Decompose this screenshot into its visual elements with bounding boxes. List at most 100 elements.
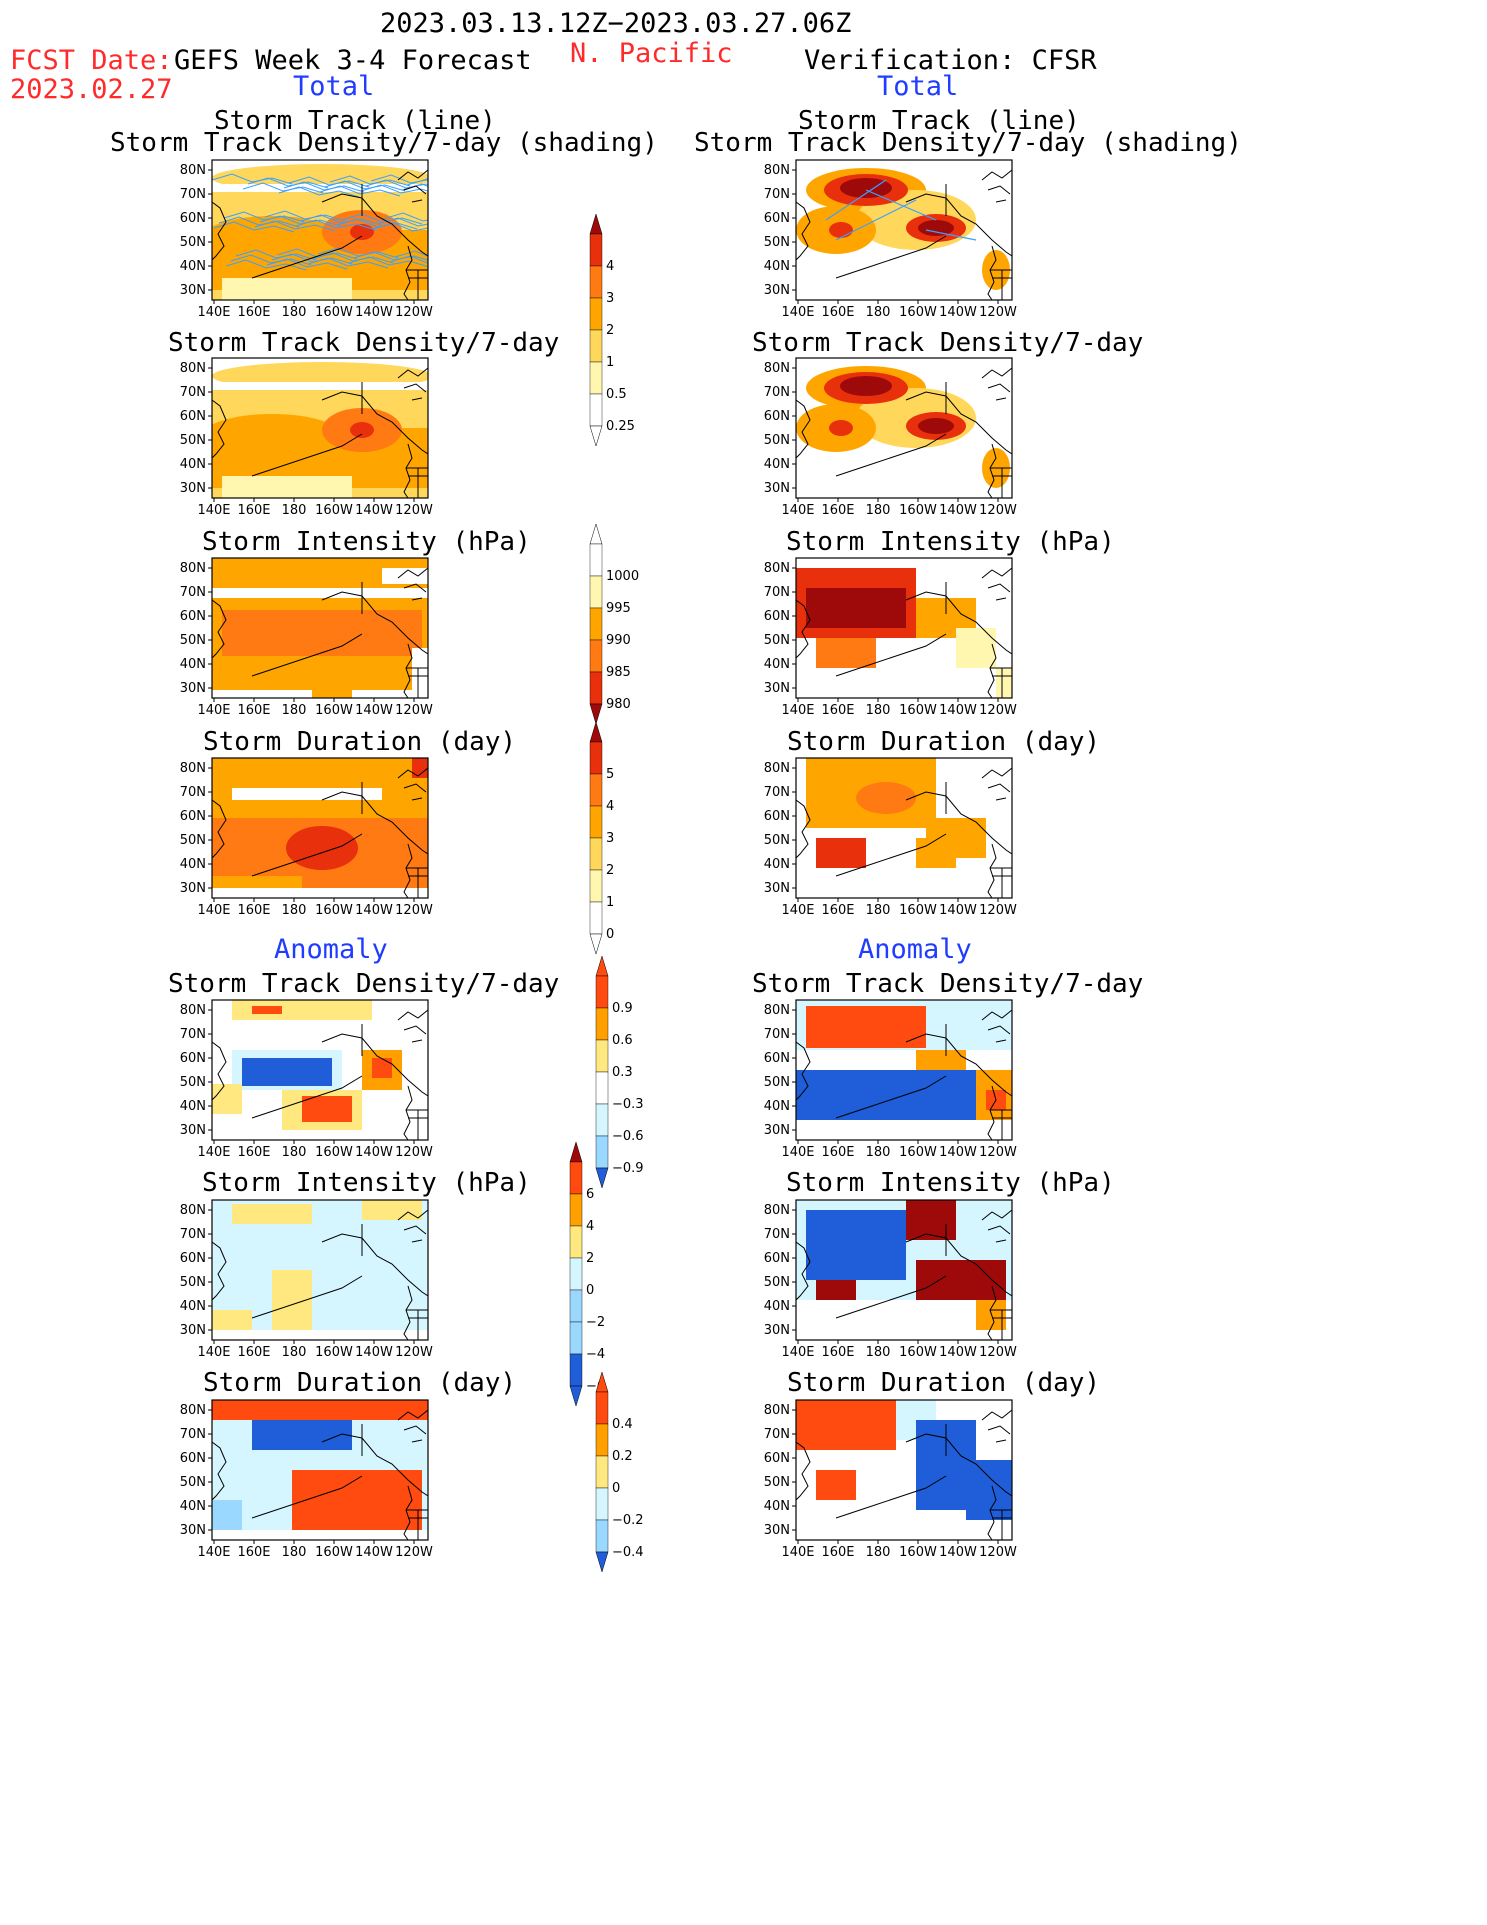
shading-cell (916, 1260, 1006, 1300)
coastline (321, 1433, 428, 1497)
map-frame (211, 1399, 429, 1541)
lon-tick-label: 180 (866, 503, 891, 518)
coastline (835, 1275, 947, 1319)
lon-tick-label: 140W (355, 1545, 393, 1560)
lon-tick-label: 180 (866, 703, 891, 718)
colorbar-segment (589, 575, 603, 609)
lat-tick-label: 60N (764, 1451, 790, 1466)
colorbar-segment (569, 1257, 583, 1291)
shading-cell (806, 1006, 926, 1048)
map-frame (211, 757, 429, 899)
colorbar-segment (589, 233, 603, 267)
colorbar-label: 0.9 (612, 1001, 633, 1016)
lon-tick-label: 120W (395, 1345, 433, 1360)
colorbar-segment (589, 607, 603, 641)
shading-cell (956, 628, 996, 668)
title-intensity-left: Storm Intensity (hPa) (202, 527, 531, 557)
coastline (397, 1409, 428, 1443)
lon-tick-label: 140E (781, 305, 814, 320)
lat-tick-label: 60N (180, 1251, 206, 1266)
lat-tick-label: 40N (180, 1099, 206, 1114)
coastline (796, 1441, 811, 1501)
coastline (945, 1024, 1012, 1140)
lon-tick-label: 160W (899, 703, 937, 718)
coastline (835, 833, 947, 877)
coastline (251, 833, 363, 877)
lat-tick-label: 30N (764, 1123, 790, 1138)
map-duration-verification: 80N 70N 60N 50N 40N 30N 140E 160E 180 160W 140W 120… (764, 757, 1017, 920)
lat-tick-label: 70N (764, 1427, 790, 1442)
lat-tick-label: 50N (764, 633, 790, 648)
colorbar-segment (595, 1423, 609, 1457)
lat-tick-label: 80N (180, 361, 206, 376)
coastline (905, 791, 1012, 855)
colorbar-segment (589, 671, 603, 705)
shading-cell (906, 1200, 956, 1240)
storm-track-line (278, 186, 360, 198)
coastline (212, 599, 227, 659)
map-frame (795, 159, 1013, 301)
colorbar-arrow-top (595, 955, 609, 977)
colorbar-density-total: 4 3 2 1 0.5 0.25 (588, 213, 648, 450)
lat-tick-label: 80N (180, 761, 206, 776)
shading-cell (212, 1500, 242, 1530)
lat-tick-label: 50N (180, 1475, 206, 1490)
storm-track-line (218, 216, 300, 228)
lon-tick-label: 160W (315, 903, 353, 918)
lon-tick-label: 160E (237, 1145, 270, 1160)
lon-tick-label: 140E (197, 1545, 230, 1560)
shading-cell (232, 1000, 372, 1020)
coastline (945, 582, 1012, 698)
colorbar-segment (589, 901, 603, 935)
storm-track-line (230, 254, 312, 266)
lat-tick-label: 50N (180, 833, 206, 848)
lon-tick-label: 160E (237, 305, 270, 320)
lat-tick-label: 30N (764, 1323, 790, 1338)
lon-tick-label: 140E (781, 503, 814, 518)
lat-tick-label: 80N (764, 1003, 790, 1018)
coastline (321, 391, 428, 455)
lon-tick-label: 140W (355, 305, 393, 320)
lat-tick-label: 80N (764, 163, 790, 178)
period-title: 2023.03.13.12Z−2023.03.27.06Z (380, 8, 852, 39)
lat-tick-label: 40N (180, 657, 206, 672)
lon-tick-label: 140W (355, 503, 393, 518)
lon-tick-label: 180 (866, 1545, 891, 1560)
lon-tick-label: 160E (821, 305, 854, 320)
shading-cell (212, 588, 428, 598)
coastline (251, 235, 363, 279)
shading-blob (918, 220, 954, 236)
title-intensity-right: Storm Intensity (hPa) (786, 527, 1115, 557)
lon-tick-label: 180 (282, 503, 307, 518)
shading-cell (412, 758, 428, 778)
shading-cell (212, 1084, 242, 1114)
lon-tick-label: 180 (282, 305, 307, 320)
lon-tick-label: 120W (395, 1545, 433, 1560)
lat-tick-label: 30N (180, 1323, 206, 1338)
lon-tick-label: 140E (781, 1345, 814, 1360)
lon-tick-label: 140W (939, 703, 977, 718)
storm-track-line (382, 212, 428, 222)
shading-cell (816, 838, 866, 868)
coastline (397, 1209, 428, 1243)
coastline (987, 245, 997, 300)
coastline (397, 567, 428, 601)
colorbar-label: 995 (606, 601, 631, 616)
coastline (212, 1241, 227, 1301)
lat-tick-label: 70N (180, 1427, 206, 1442)
coastline (945, 1424, 1012, 1540)
coastline (905, 1033, 1012, 1097)
colorbar-label: 4 (586, 1219, 594, 1234)
storm-track-line (925, 229, 977, 241)
coastline (251, 1475, 363, 1519)
map-track-forecast: 80N 70N 60N 50N 40N 30N 140E 160E 180 160W 140W 120… (180, 159, 433, 322)
total-label-left: Total (293, 71, 375, 102)
lat-tick-label: 60N (764, 409, 790, 424)
colorbar-segment (589, 361, 603, 395)
lat-tick-label: 60N (764, 609, 790, 624)
lon-tick-label: 160E (237, 503, 270, 518)
lon-tick-label: 160W (315, 703, 353, 718)
colorbar-label: 1 (606, 355, 614, 370)
lon-tick-label: 140W (939, 1345, 977, 1360)
coastline (321, 193, 428, 257)
